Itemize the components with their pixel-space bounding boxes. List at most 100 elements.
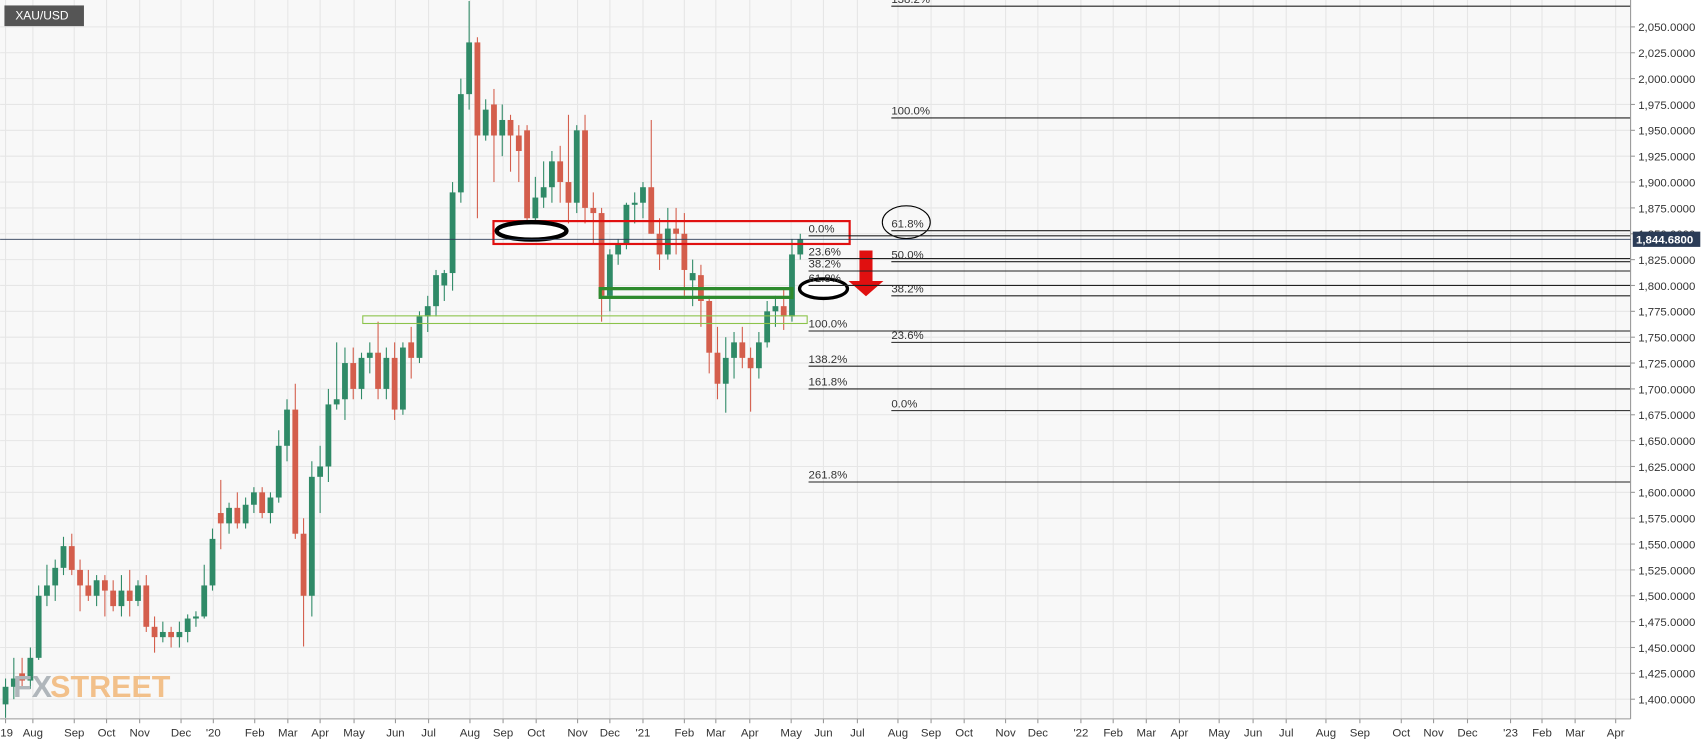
candle-body [515,135,522,152]
candle-body [333,399,340,405]
candle-body [731,342,737,358]
candle-body [714,352,721,384]
y-tick-label: 2,000.0000 [1638,74,1695,86]
y-tick-label: 1,575.0000 [1638,514,1695,526]
candle-body [168,631,175,638]
y-tick-label: 2,025.0000 [1638,48,1695,60]
symbol-box [4,5,84,27]
candle-body [300,533,307,596]
candle-body [60,546,67,568]
x-tick-label: Jul [850,727,865,739]
x-tick-label: Dec [600,727,621,739]
y-tick-label: 1,925.0000 [1638,152,1695,164]
candle-body [722,357,729,384]
watermark-street: STREET [50,670,171,704]
last-price-box [1632,231,1701,247]
candle-body [797,239,804,255]
y-tick-label: 1,400.0000 [1638,695,1695,707]
y-tick-label: 1,725.0000 [1638,358,1695,370]
fib-label: 161.8% [809,377,848,389]
candle-body [126,590,133,601]
candle-body [689,273,696,281]
x-tick-label: Oct [527,727,546,739]
fib-label: 50.0% [891,249,923,261]
candle-body [466,42,473,95]
x-tick-label: Jul [421,727,436,739]
candle-body [532,197,539,219]
candle-body [664,228,671,255]
candle-body [52,567,59,586]
x-tick-label: Apr [741,727,759,739]
candle-body [383,357,390,389]
x-tick-label: Jun [386,727,404,739]
y-tick-label: 1,625.0000 [1638,462,1695,474]
candle-body [77,569,83,586]
x-tick-label: Feb [1103,727,1123,739]
y-tick-label: 1,475.0000 [1638,617,1695,629]
x-tick-label: Jun [1244,727,1262,739]
resistance-box [492,220,851,246]
plot-area [0,0,1631,719]
candle-body [184,618,191,632]
x-tick-label: Feb [675,727,695,739]
candle-body [10,678,17,687]
candle-body [474,42,481,136]
candle-body [259,492,266,514]
x-tick-label: May [1208,727,1230,739]
candle-body [416,316,423,358]
candle-body [19,673,25,681]
candle-body [557,161,564,183]
candle-body [267,497,274,514]
candle-body [176,631,183,638]
x-tick-label: Oct [98,727,117,739]
candle-body [681,233,688,270]
x-tick-label: Sep [493,727,513,739]
candle-body [217,513,224,524]
candle-body [27,657,34,681]
candle-body [151,626,158,638]
arrow-shaft [859,250,873,282]
candle-body [317,466,324,477]
candle-body [292,409,299,534]
candle-body [457,94,464,193]
candle-body [540,187,547,198]
candle-body [275,445,282,498]
x-tick-label: Aug [888,727,908,739]
x-tick-label: Feb [245,727,265,739]
candle-body [201,585,208,617]
candle-body [499,119,506,136]
x-tick-label: '21 [636,727,651,739]
x-tick-label: '23 [1503,727,1518,739]
x-tick-label: Apr [1171,727,1189,739]
candle-body [44,585,50,596]
x-tick-label: Nov [1423,727,1444,739]
candle-body [284,409,290,446]
fib-label: 138.2% [891,0,930,6]
y-tick-label: 1,825.0000 [1638,255,1695,267]
candle-body [441,273,448,286]
x-tick-label: Dec [171,727,192,739]
candle-body [789,254,795,317]
x-tick-label: '22 [1073,727,1088,739]
x-tick-label: Mar [1565,727,1585,739]
y-tick-label: 2,050.0000 [1638,22,1695,34]
candle-body [209,538,216,586]
candle-body [85,585,92,596]
candle-body [524,130,530,219]
x-tick-label: Aug [460,727,480,739]
candle-body [780,306,787,317]
fib-label: 0.0% [891,398,917,410]
fib-label: 61.8% [891,218,923,230]
candle-body [342,363,348,400]
candle-body [755,342,762,369]
fib-label: 38.2% [809,259,841,271]
fib-label: 100.0% [891,106,930,118]
candle-body [549,161,555,188]
candle-body [366,352,373,358]
candle-body [615,244,622,255]
candle-body [565,182,572,203]
candle-body [375,352,381,389]
y-tick-label: 1,875.0000 [1638,203,1695,215]
candle-body [193,616,199,619]
